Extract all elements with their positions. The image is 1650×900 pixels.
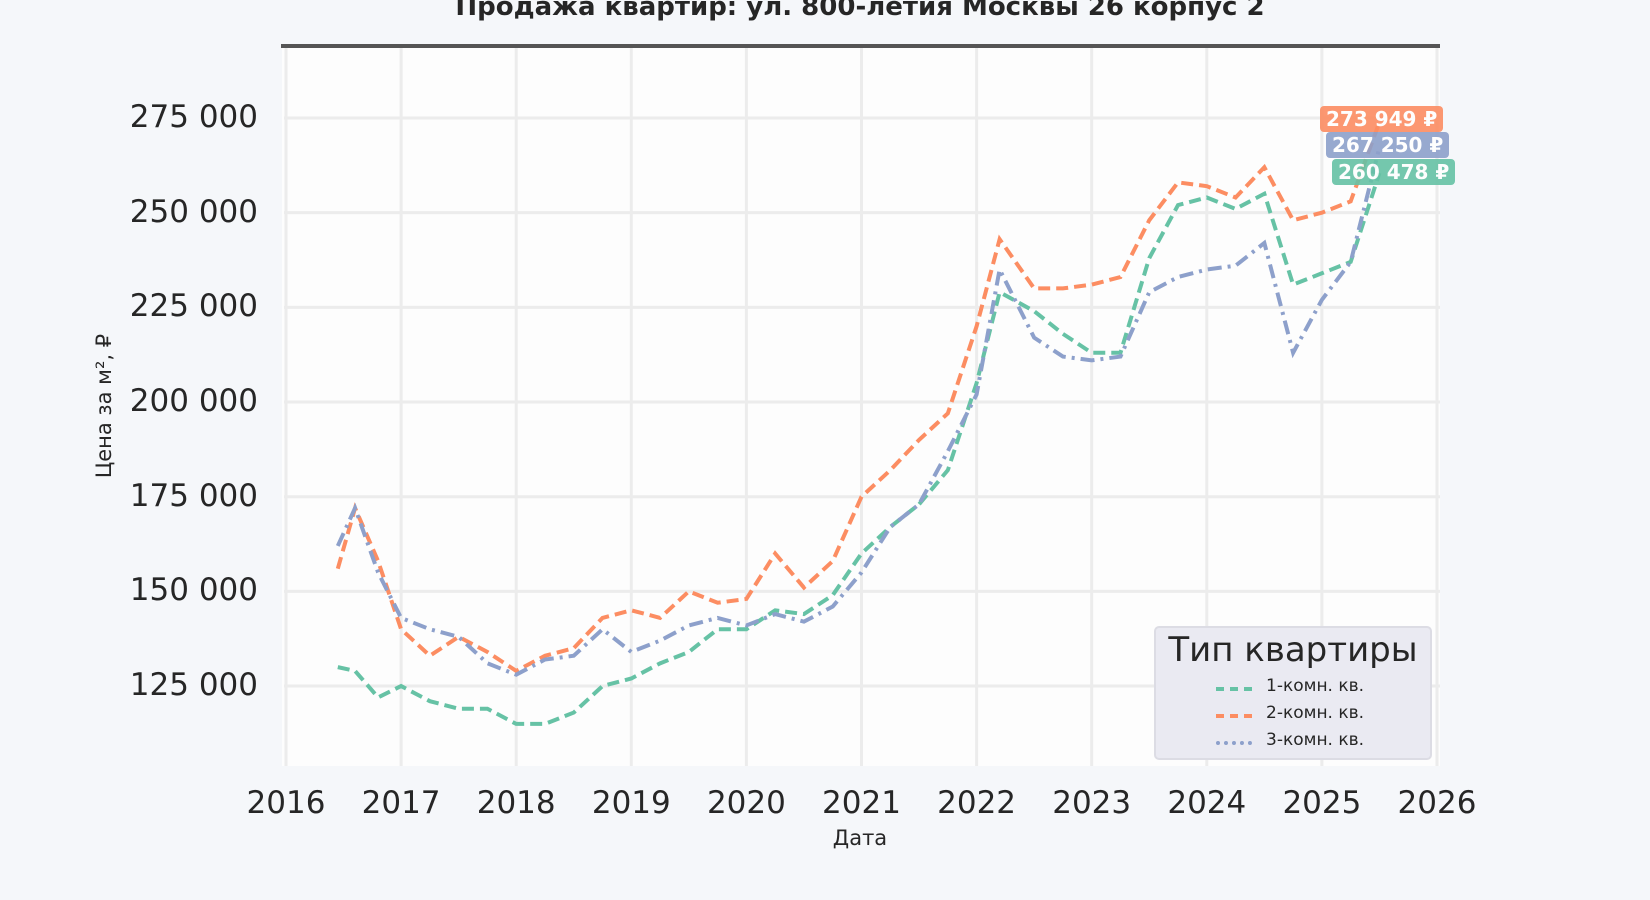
series-line-2 [335,121,1382,674]
x-tick-label: 2023 [1052,785,1132,821]
y-tick-label: 225 000 [129,288,258,325]
dashed-line-icon [1216,687,1252,691]
y-tick-label: 175 000 [129,477,258,514]
x-tick-label: 2016 [246,785,326,821]
series-line-1 [337,172,1382,726]
x-tick-label: 2019 [591,785,671,821]
y-tick-label: 250 000 [129,193,258,230]
x-tick-label: 2026 [1397,785,1477,821]
x-tick-label: 2018 [476,785,556,821]
x-tick-label: 2020 [706,785,786,821]
x-tick-label: 2025 [1282,785,1362,821]
y-tick-label: 275 000 [129,99,258,135]
y-tick-label: 125 000 [129,667,258,704]
y-axis-label: Цена за м², ₽ [92,333,116,479]
title-rule [281,44,1440,48]
y-tick-label: 150 000 [129,572,258,609]
series-line-3 [335,146,1382,677]
x-tick-label: 2022 [937,785,1017,821]
x-tick-label: 2024 [1167,785,1247,821]
last-value-badge: 267 250 ₽ [1326,132,1450,158]
chart-title: Продажа квартир: ул. 800-летия Москвы 26… [455,0,1265,22]
last-value-badge: 273 949 ₽ [1320,106,1444,132]
data-lines [335,121,1382,726]
x-tick-label: 2021 [822,785,901,821]
legend-title: Тип квартиры [1168,630,1418,670]
x-axis-label: Дата [832,826,888,850]
dashed-line-icon [1216,714,1252,718]
dashdot-line-icon [1216,741,1252,745]
last-value-badge: 260 478 ₽ [1332,159,1456,185]
y-tick-label: 200 000 [129,383,258,420]
x-tick-label: 2017 [361,785,441,821]
legend: Тип квартиры 1-комн. кв. 2-комн. кв. 3-к… [1154,626,1432,760]
